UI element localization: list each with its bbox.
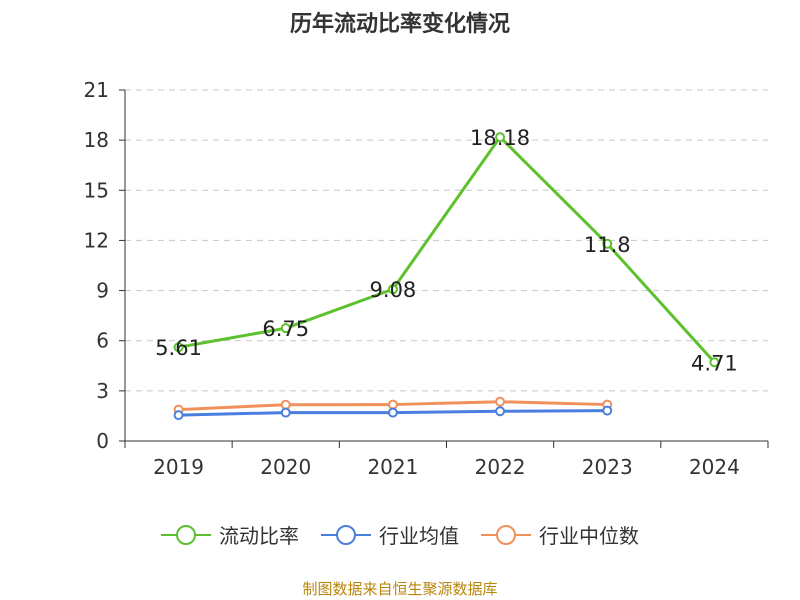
legend-label: 行业中位数 <box>539 524 639 548</box>
x-tick-label: 2024 <box>689 455 740 479</box>
y-tick-label: 9 <box>96 279 109 303</box>
x-tick-label: 2019 <box>153 455 204 479</box>
axes: 0 3 6 9 12 15 18 21 2019 2020 2021 2022 2023 2024 <box>84 78 769 479</box>
legend-item[interactable]: 流动比率 <box>161 520 299 549</box>
data-point <box>280 399 291 410</box>
legend-marker-icon <box>321 524 371 545</box>
data-label: 6.75 <box>262 317 309 341</box>
data-labels: 5.61 6.75 9.08 18.18 11.8 4.71 <box>155 126 738 375</box>
y-tick-label: 12 <box>84 228 109 252</box>
data-point <box>173 410 184 421</box>
chart-title: 历年流动比率变化情况 <box>289 12 510 37</box>
data-point <box>495 132 506 143</box>
data-point <box>602 238 613 249</box>
data-label: 4.71 <box>691 351 738 375</box>
x-tick-label: 2020 <box>260 455 311 479</box>
data-point <box>280 407 291 418</box>
data-point <box>173 342 184 353</box>
legend: 流动比率 行业均值 行业中位数 <box>0 520 800 549</box>
data-point <box>280 323 291 334</box>
series-lines <box>173 132 720 421</box>
legend-item[interactable]: 行业中位数 <box>481 520 639 549</box>
data-point <box>495 406 506 417</box>
x-tick-label: 2021 <box>367 455 418 479</box>
data-label: 5.61 <box>155 336 202 360</box>
y-tick-label: 18 <box>84 128 109 152</box>
data-point <box>387 407 398 418</box>
grid-lines <box>125 89 768 392</box>
y-tick-label: 6 <box>96 329 109 353</box>
data-point <box>387 284 398 295</box>
y-tick-label: 15 <box>84 178 109 202</box>
data-label: 18.18 <box>470 126 530 150</box>
y-tick-label: 21 <box>84 78 109 102</box>
y-tick-label: 3 <box>96 379 109 403</box>
series-line <box>178 135 716 364</box>
legend-label: 行业均值 <box>379 524 459 548</box>
x-tick-label: 2022 <box>475 455 526 479</box>
legend-marker-icon <box>481 524 531 545</box>
data-point <box>387 399 398 410</box>
legend-label: 流动比率 <box>219 524 299 548</box>
data-point <box>602 405 613 416</box>
x-tick-label: 2023 <box>582 455 633 479</box>
data-point <box>709 357 720 368</box>
data-point <box>495 396 506 407</box>
y-tick-label: 0 <box>96 429 109 453</box>
data-label: 9.08 <box>370 278 417 302</box>
legend-marker-icon <box>161 524 211 545</box>
data-label: 11.8 <box>584 233 631 257</box>
legend-item[interactable]: 行业均值 <box>321 520 459 549</box>
source-note: 制图数据来自恒生聚源数据库 <box>302 580 498 598</box>
